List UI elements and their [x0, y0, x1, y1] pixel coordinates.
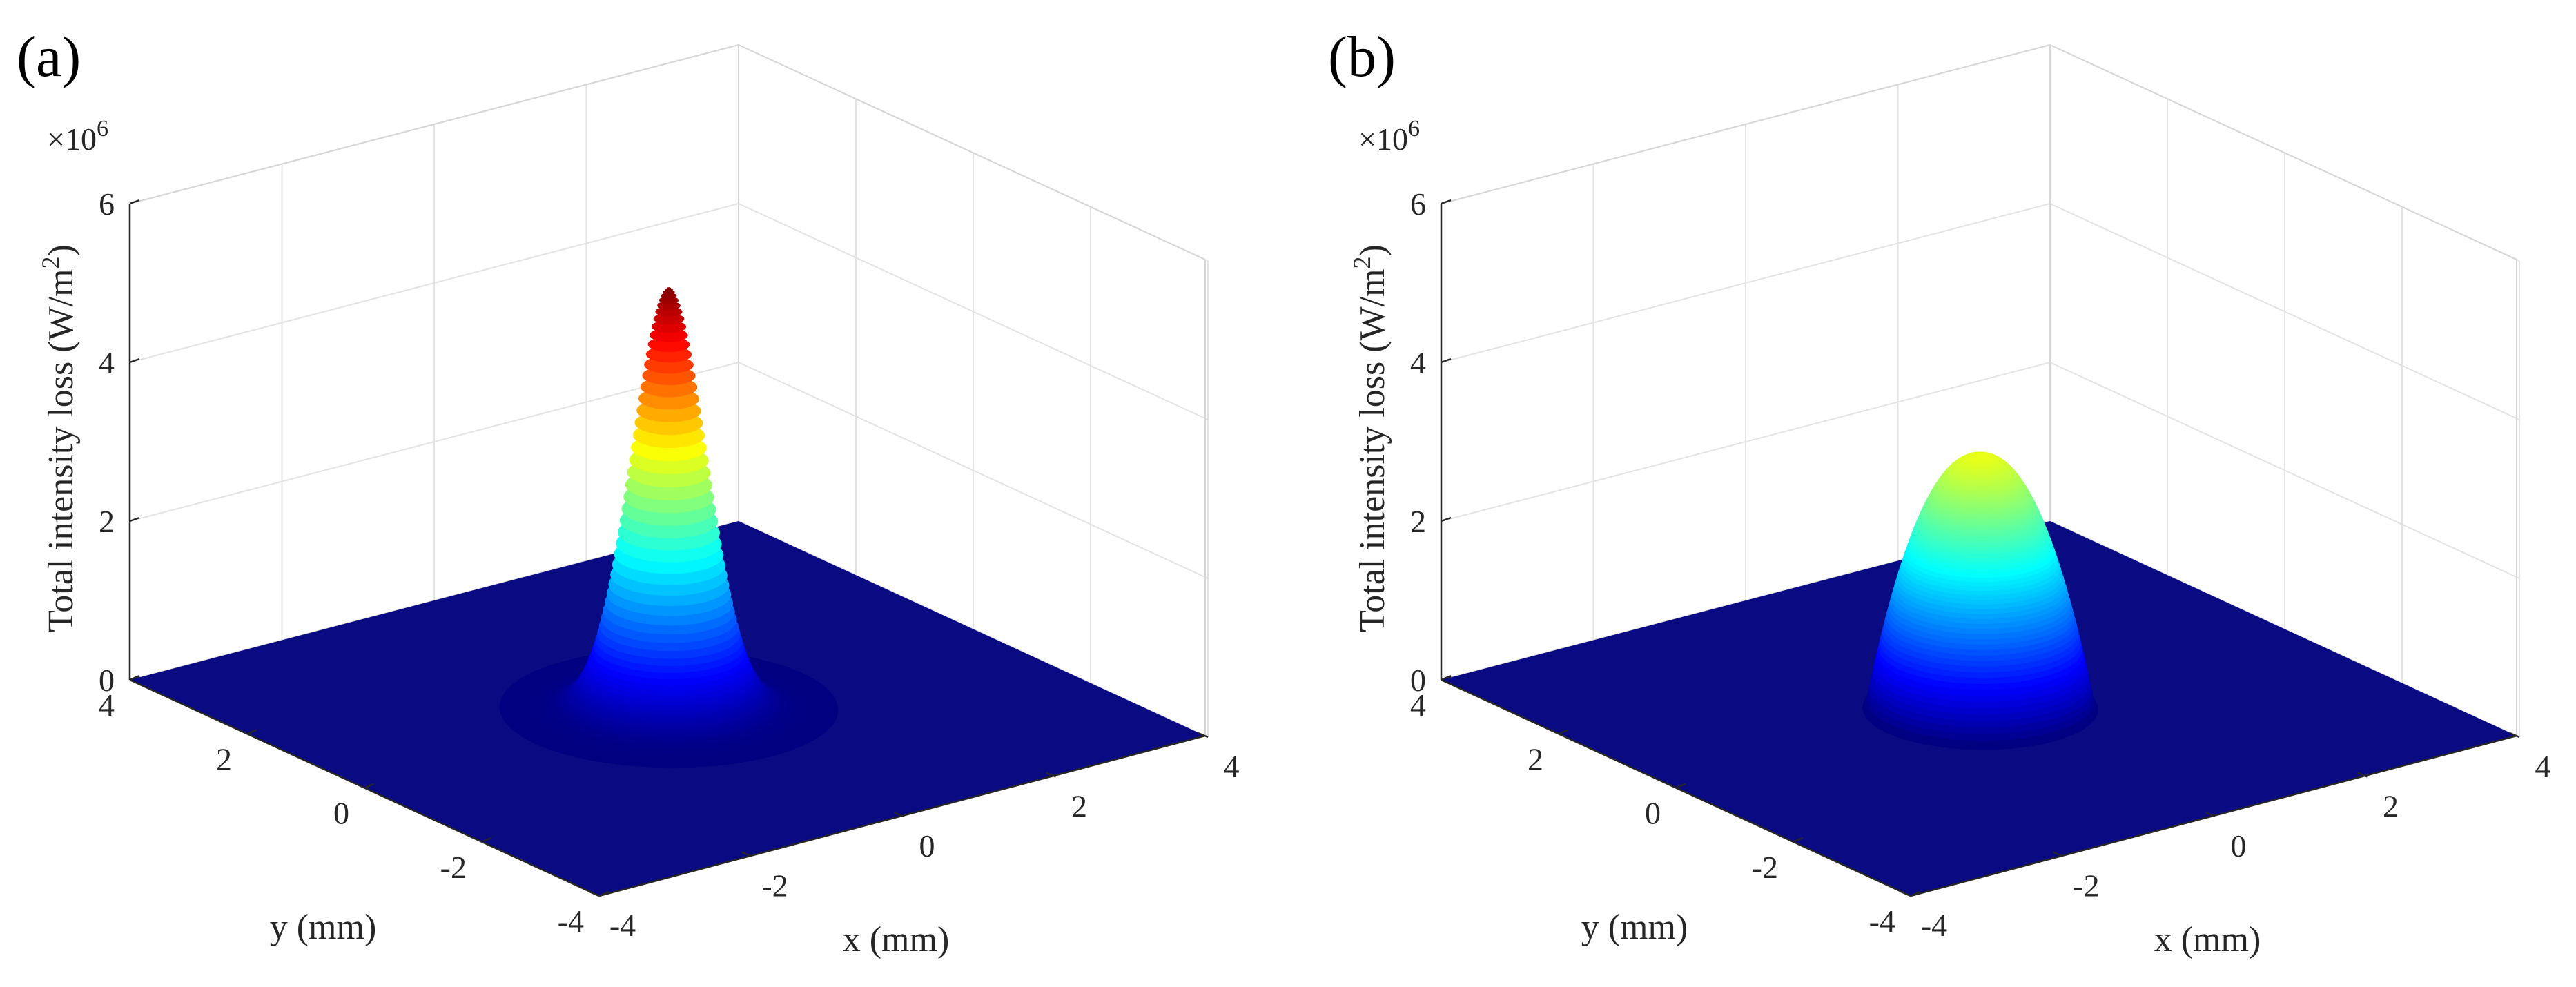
x-tick-label: 4 — [1224, 749, 1240, 784]
y-tick-mark — [1558, 729, 1569, 735]
surface-band — [666, 287, 672, 290]
y-tick-mark — [598, 890, 609, 897]
z-tick-label: 2 — [99, 504, 115, 539]
z-tick-label: 0 — [1410, 663, 1426, 698]
y-tick-mark — [1793, 837, 1804, 843]
y-tick-mark — [364, 783, 375, 789]
z-tick-mark — [1441, 358, 1452, 364]
panel-label: (b) — [1328, 25, 1396, 89]
x-tick-mark — [2509, 732, 2520, 739]
y-tick-label: -4 — [1869, 903, 1895, 939]
x-tick-label: -2 — [761, 868, 788, 903]
z-exponent-power: 6 — [1408, 116, 1420, 141]
z-tick-label: 0 — [99, 663, 115, 698]
y-axis-label: y (mm) — [1581, 908, 1688, 947]
x-tick-label: 4 — [2535, 749, 2551, 784]
x-tick-label: -4 — [609, 908, 636, 943]
y-tick-mark — [481, 837, 492, 843]
grid-line-z — [1441, 202, 2520, 420]
x-tick-mark — [2053, 851, 2063, 857]
z-tick-mark — [129, 516, 140, 522]
z-axis-label-sup: 2 — [37, 256, 64, 268]
grid-line-z — [1441, 43, 2520, 262]
x-tick-mark — [2357, 772, 2368, 778]
x-tick-mark — [1046, 772, 1056, 778]
x-tick-label: 2 — [2383, 789, 2399, 824]
y-tick-label: 0 — [1645, 796, 1661, 831]
x-tick-mark — [589, 890, 600, 897]
wall-top-edge — [1441, 43, 2517, 260]
y-tick-mark — [1441, 674, 1452, 681]
x-tick-mark — [1900, 890, 1911, 897]
x-tick-mark — [741, 851, 752, 857]
z-tick-mark — [129, 199, 140, 205]
x-axis-label: x (mm) — [2154, 920, 2261, 959]
x-tick-mark — [1198, 732, 1209, 739]
y-tick-label: 2 — [1528, 741, 1543, 776]
x-tick-label: 0 — [919, 828, 935, 863]
z-tick-label: 2 — [1410, 504, 1426, 539]
y-tick-mark — [246, 729, 257, 735]
y-tick-label: 4 — [99, 687, 115, 723]
z-tick-mark — [1441, 516, 1452, 522]
z-exponent-label: ×106 — [1358, 116, 1420, 157]
x-tick-label: 0 — [2231, 828, 2247, 863]
x-tick-mark — [893, 811, 904, 818]
z-tick-label: 4 — [1410, 345, 1426, 380]
z-tick-label: 4 — [99, 345, 115, 380]
z-axis-label-end: ) — [1353, 244, 1392, 256]
y-tick-label: 2 — [216, 741, 232, 776]
y-tick-mark — [1910, 890, 1921, 897]
y-tick-mark — [1675, 783, 1686, 789]
z-tick-label: 6 — [99, 186, 115, 222]
y-tick-label: -4 — [558, 903, 584, 939]
x-tick-label: 2 — [1071, 789, 1087, 824]
z-tick-mark — [129, 358, 140, 364]
y-tick-label: 0 — [333, 796, 349, 831]
y-tick-mark — [129, 674, 140, 681]
x-tick-label: -2 — [2073, 868, 2099, 903]
wall-top-edge — [129, 43, 1206, 260]
y-tick-label: 4 — [1410, 687, 1426, 723]
surface-body — [499, 287, 839, 768]
z-axis-label: Total intensity loss (W/m2) — [1348, 244, 1392, 632]
y-axis-label: y (mm) — [270, 908, 377, 947]
y-tick-label: -2 — [1752, 850, 1778, 885]
z-axis-label-sup: 2 — [1348, 256, 1376, 268]
z-axis-label-end: ) — [41, 244, 81, 256]
z-exponent-power: 6 — [97, 116, 108, 141]
z-tick-mark — [1441, 199, 1452, 205]
panel-b: 0 2 4 6 ×106 Total intensity loss (W/m2) -4 -2 0… — [1311, 0, 2576, 987]
x-tick-mark — [2205, 811, 2216, 818]
surface-body — [1862, 451, 2098, 750]
panel-label: (a) — [17, 25, 81, 89]
z-axis-label: Total intensity loss (W/m2) — [37, 244, 81, 632]
z-tick-label: 6 — [1410, 186, 1426, 222]
surface-band — [1978, 453, 1982, 456]
x-tick-label: -4 — [1921, 908, 1947, 943]
y-tick-label: -2 — [440, 850, 467, 885]
panel-a: 0 2 4 6 ×106 Total intensity loss (W/m2) -4 -2 0… — [17, 25, 1240, 959]
grid-line-z — [129, 43, 1209, 262]
x-axis-label: x (mm) — [843, 920, 950, 959]
z-exponent-label: ×106 — [47, 116, 108, 157]
